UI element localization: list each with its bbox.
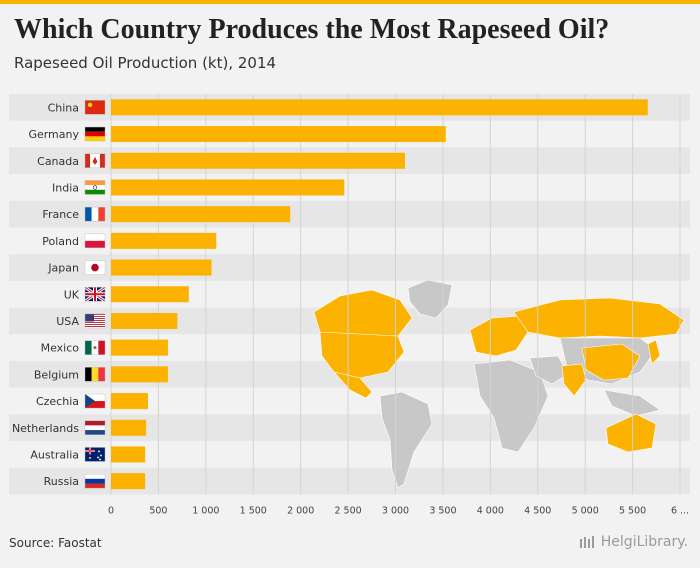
bar-usa <box>111 312 178 329</box>
czechia-flag <box>84 393 106 409</box>
bar-china <box>111 99 648 116</box>
category-labels: China Germany Canada India France Poland Japan… <box>12 101 80 488</box>
x-tick-label: 2 000 <box>287 506 314 517</box>
poland-flag <box>84 233 106 249</box>
france-flag <box>84 206 106 222</box>
bar-belgium <box>111 366 168 383</box>
bar-mexico <box>111 339 168 356</box>
map-japan <box>647 339 661 365</box>
belgium-flag <box>84 367 106 382</box>
map-mexico <box>333 371 373 399</box>
category-label: Mexico <box>41 342 80 355</box>
source-note: Source: Faostat <box>9 536 102 550</box>
category-label: France <box>42 208 79 221</box>
bar-poland <box>111 232 217 249</box>
category-label: Japan <box>47 262 79 275</box>
x-tick-label: 5 500 <box>619 506 646 517</box>
category-label: Poland <box>42 235 79 248</box>
x-tick-label: 1 000 <box>192 506 219 517</box>
map-usa <box>319 331 405 379</box>
usa-flag <box>84 313 106 329</box>
china-flag <box>84 100 106 115</box>
flags <box>84 100 106 489</box>
category-label: Belgium <box>34 368 79 381</box>
category-label: India <box>52 181 79 194</box>
category-label: Australia <box>30 448 79 461</box>
map-se-asia <box>603 389 661 417</box>
bar-japan <box>111 259 212 276</box>
category-label: USA <box>56 315 79 328</box>
bar-russia <box>111 473 146 490</box>
bar-germany <box>111 126 446 143</box>
x-tick-label: 5 000 <box>572 506 599 517</box>
x-tick-label: 3 000 <box>382 506 409 517</box>
map-europe <box>469 315 529 357</box>
netherlands-flag <box>84 420 106 435</box>
japan-flag <box>84 260 106 275</box>
category-label: Netherlands <box>12 422 79 435</box>
category-label: Germany <box>28 128 79 141</box>
logo-text: HelgiLibrary. <box>600 534 688 550</box>
category-label: Czechia <box>36 395 79 408</box>
map-china <box>581 343 641 381</box>
map-south-america <box>379 391 433 489</box>
russia-flag <box>84 473 106 489</box>
bar-canada <box>111 152 405 169</box>
helgi-library-logo: HelgiLibrary. <box>579 534 688 550</box>
uk-flag <box>84 286 106 303</box>
map-middle-east <box>529 355 569 385</box>
australia-flag <box>84 447 106 462</box>
x-tick-label: 0 <box>108 506 114 517</box>
accent-bar <box>0 0 700 4</box>
category-label: UK <box>64 288 80 301</box>
map-greenland <box>407 279 453 319</box>
category-label: China <box>48 101 79 114</box>
x-tick-label: 4 000 <box>477 506 504 517</box>
category-label: Canada <box>37 155 79 168</box>
bar-france <box>111 206 291 223</box>
bar-india <box>111 179 345 196</box>
x-tick-label: 4 500 <box>524 506 551 517</box>
bar-australia <box>111 446 146 463</box>
library-icon <box>579 536 594 548</box>
x-tick-label: 3 500 <box>429 506 456 517</box>
map-africa <box>473 359 549 453</box>
world-map-background <box>313 279 685 489</box>
x-tick-label: 6 ... <box>671 506 689 517</box>
canada-flag <box>84 153 106 168</box>
category-label: Russia <box>44 475 79 488</box>
bars <box>111 99 648 490</box>
map-india <box>561 363 587 397</box>
chart-subtitle: Rapeseed Oil Production (kt), 2014 <box>14 54 277 72</box>
germany-flag <box>84 126 106 142</box>
bar-netherlands <box>111 419 147 436</box>
x-axis-ticks: 0 500 1 000 1 500 2 000 2 500 3 000 3 500 4 000 4… <box>108 506 689 517</box>
map-russia <box>513 297 685 339</box>
bar-uk <box>111 286 189 303</box>
chart-title: Which Country Produces the Most Rapeseed… <box>14 14 610 45</box>
x-tick-label: 500 <box>149 506 167 517</box>
map-australia <box>605 413 657 453</box>
bar-czechia <box>111 393 148 410</box>
x-tick-label: 1 500 <box>240 506 267 517</box>
x-tick-label: 2 500 <box>334 506 361 517</box>
mexico-flag <box>84 340 106 355</box>
india-flag <box>84 180 106 195</box>
